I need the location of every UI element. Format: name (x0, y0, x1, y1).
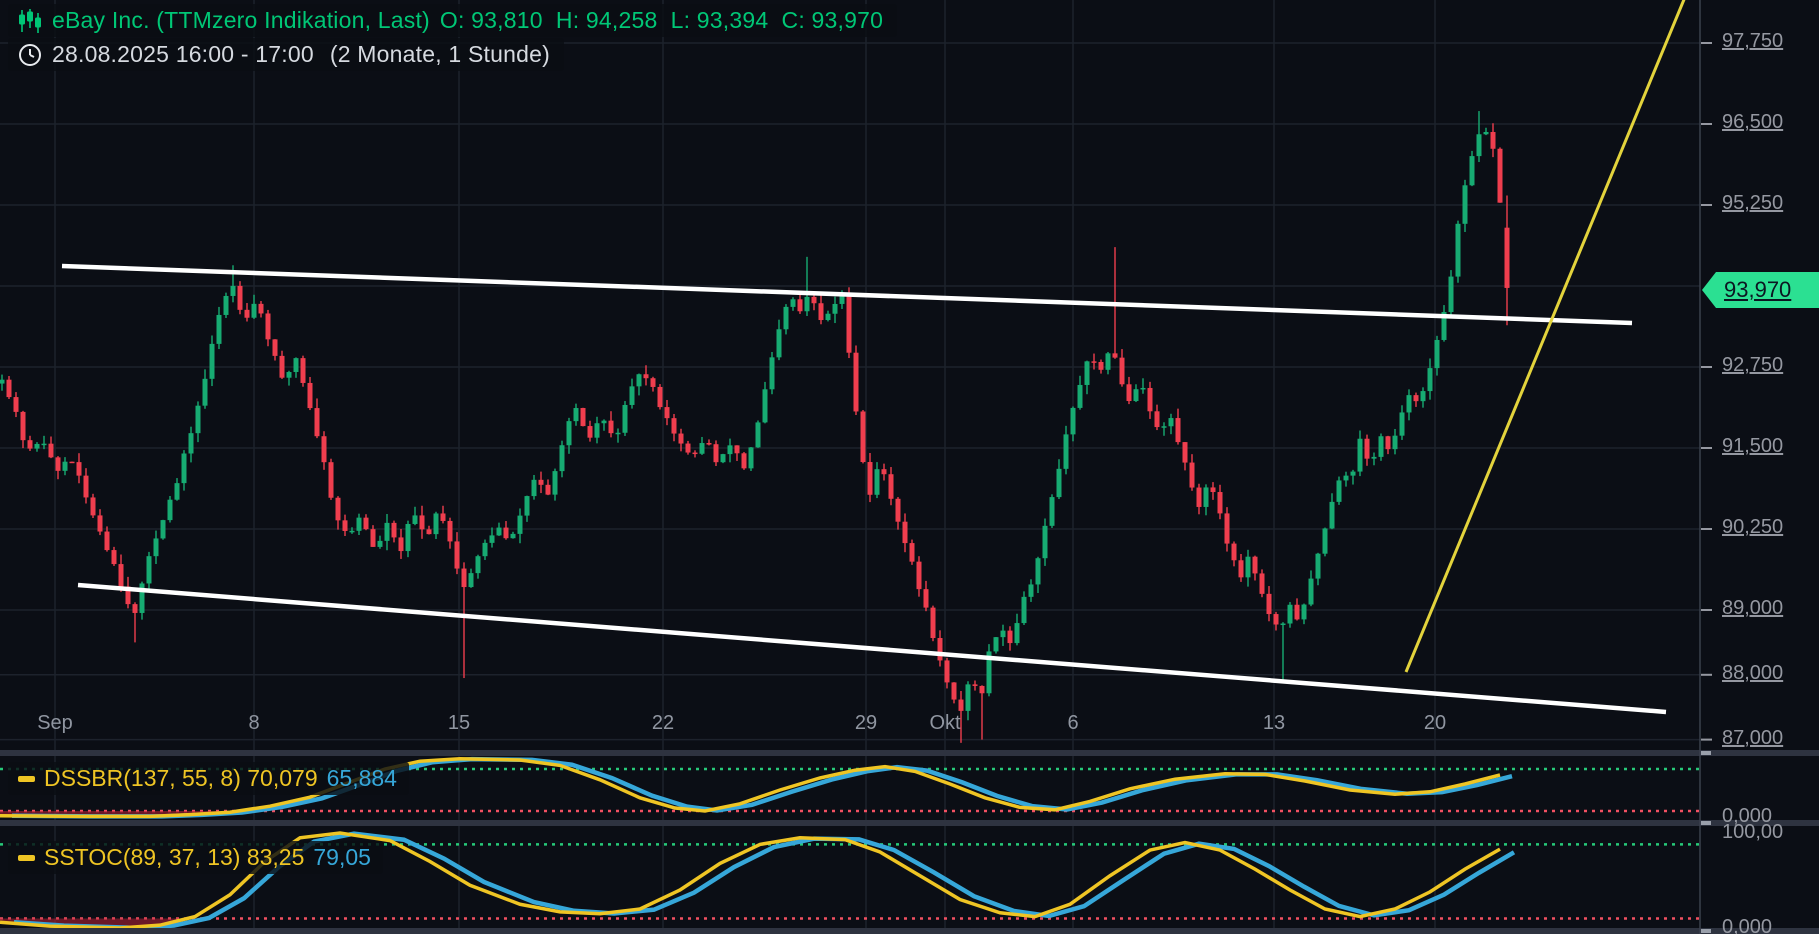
price-tick-label: 87,000 (1722, 726, 1784, 749)
symbol-header-row: eBay Inc. (TTMzero Indikation, Last) O: … (8, 4, 898, 37)
dssbr-signal-value: 65,884 (326, 765, 397, 791)
panel-separator[interactable] (0, 820, 1819, 826)
separator-handle[interactable] (1701, 929, 1711, 933)
range-interval: (2 Monate, 1 Stunde) (329, 41, 550, 67)
separator-handle[interactable] (1701, 821, 1711, 825)
trend-line[interactable] (1404, 0, 1690, 673)
price-tick-label: 90,250 (1722, 516, 1784, 538)
ohlc-values: O: 93,810 H: 94,258 L: 93,394 C: 93,970 (439, 7, 884, 33)
panel-separator[interactable] (0, 750, 1819, 756)
price-tick-label: 88,000 (1722, 661, 1784, 684)
channel-upper-line[interactable] (61, 263, 1633, 326)
dssbr-name-value: DSSBR(137, 55, 8) 70,079 (44, 765, 318, 791)
price-tick-label: 91,500 (1722, 435, 1784, 457)
dssbr-axis-label: 0,000 (1722, 805, 1773, 827)
sstoc-axis-label: 100,00 (1722, 821, 1784, 843)
time-tick-label: 15 (447, 712, 471, 734)
time-tick-label: Okt (929, 712, 961, 734)
price-tick-label: 95,250 (1722, 192, 1784, 214)
clock-icon (18, 43, 42, 67)
price-tick-label: 96,500 (1722, 111, 1784, 133)
sstoc-axis-label: 0,000 (1722, 916, 1773, 934)
instrument-title: eBay Inc. (TTMzero Indikation, Last) (52, 7, 430, 33)
indicator-label-sstoc[interactable]: SSTOC(89, 37, 13) 83,25 79,05 (8, 841, 383, 874)
indicator-label-dssbr[interactable]: DSSBR(137, 55, 8) 70,079 65,884 (8, 762, 409, 795)
price-tick-label: 97,750 (1722, 30, 1784, 52)
price-tick-label: 89,000 (1722, 597, 1784, 619)
time-tick-label: Sep (37, 712, 73, 734)
channel-lower-line[interactable] (77, 582, 1667, 715)
separator-handle[interactable] (1701, 751, 1711, 755)
time-tick-label: 8 (248, 712, 260, 734)
bar-datetime: 28.08.2025 16:00 - 17:00 (52, 41, 314, 67)
bar-info-row: 28.08.2025 16:00 - 17:00 (2 Monate, 1 St… (8, 38, 564, 71)
time-tick-label: 20 (1423, 712, 1447, 734)
candlestick-icon (18, 8, 42, 34)
time-tick-label: 6 (1067, 712, 1079, 734)
price-tick-label: 92,750 (1722, 354, 1784, 376)
last-price-value: 93,970 (1724, 276, 1792, 302)
sstoc-signal-value: 79,05 (313, 844, 371, 870)
dssbr-legend-icon (18, 775, 35, 782)
panel-separator[interactable] (0, 928, 1819, 934)
time-tick-label: 29 (854, 712, 878, 734)
sstoc-legend-icon (18, 854, 35, 861)
time-tick-label: 13 (1262, 712, 1286, 734)
last-price-badge: 93,970 (1702, 271, 1819, 308)
sstoc-name-value: SSTOC(89, 37, 13) 83,25 (44, 844, 305, 870)
candlestick-series (0, 111, 1510, 743)
time-tick-label: 22 (651, 712, 675, 734)
